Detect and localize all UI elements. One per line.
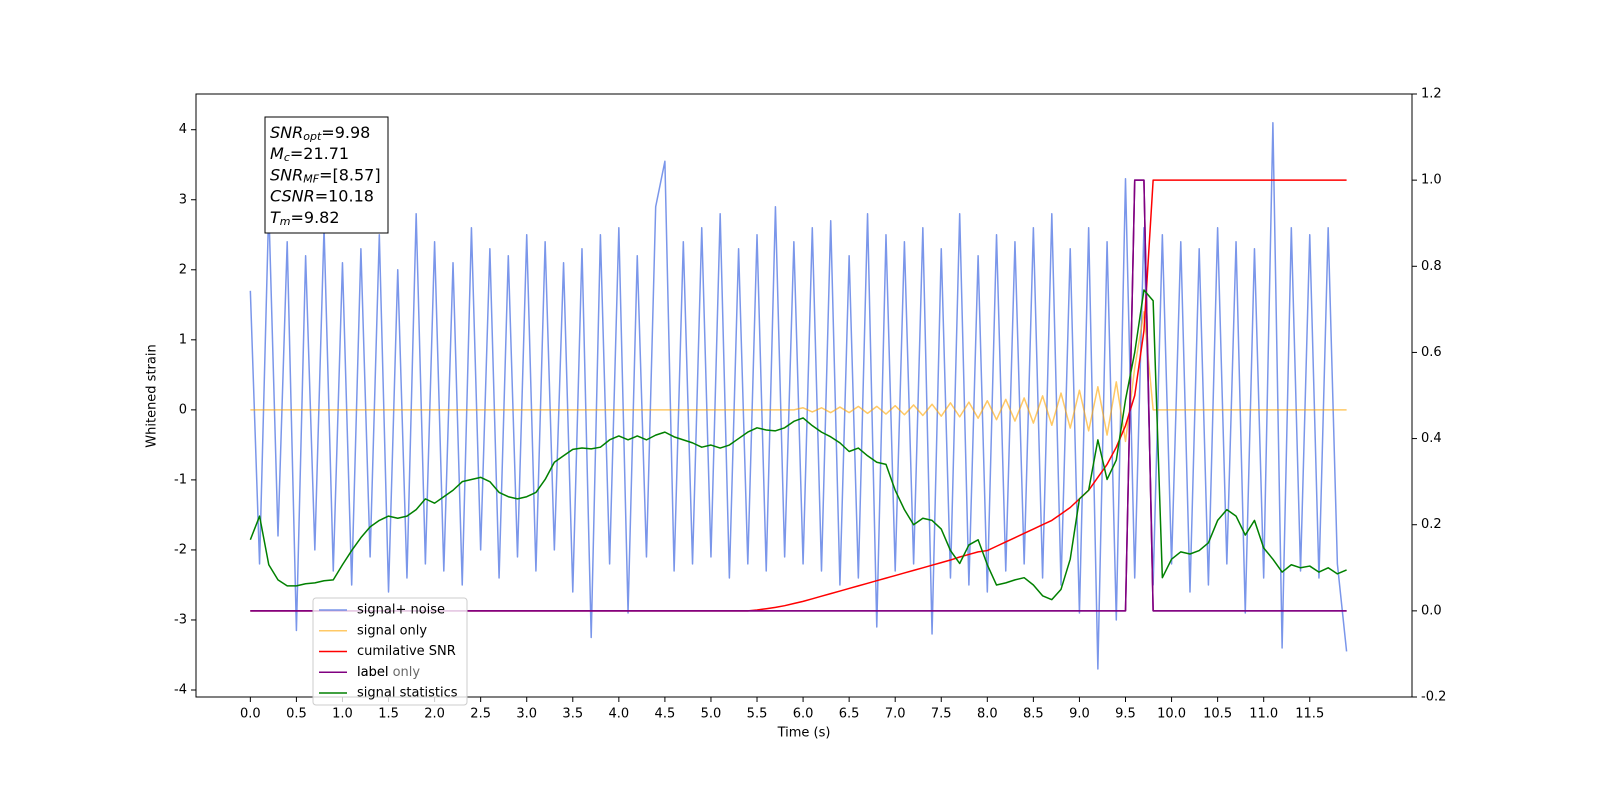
annotation-name: SNR: [270, 123, 303, 142]
y2-tick-label: 0.2: [1421, 517, 1442, 532]
x-tick-label: 7.5: [931, 707, 952, 722]
y-axis-label: Whitened strain: [145, 344, 160, 447]
y-tick-label: 1: [179, 332, 187, 347]
annotation-subscript: opt: [303, 130, 322, 143]
x-tick-label: 7.0: [885, 707, 906, 722]
x-tick-label: 9.0: [1069, 707, 1090, 722]
y2-tick-label: 0.0: [1421, 603, 1442, 618]
x-tick-label: 5.5: [747, 707, 768, 722]
x-tick-label: 1.5: [378, 707, 399, 722]
annotation-value: =21.71: [290, 144, 349, 163]
annotation-frame: [264, 116, 389, 234]
y-tick-label: -2: [174, 542, 187, 557]
annotation-subscript: m: [280, 215, 291, 228]
legend-frame: [312, 597, 468, 706]
annotation-line: Tm=9.82: [270, 207, 340, 228]
y2-tick-label: 1.2: [1421, 87, 1442, 102]
y2-tick-label: -0.2: [1421, 690, 1446, 705]
y-tick-label: -1: [174, 472, 187, 487]
x-tick-label: 8.0: [977, 707, 998, 722]
x-tick-label: 1.0: [332, 707, 353, 722]
annotation-name: SNR: [270, 165, 303, 184]
x-tick-label: 11.0: [1249, 707, 1278, 722]
plot-frame: [195, 93, 1413, 698]
annotation-line: Mc=21.71: [270, 144, 349, 165]
y-tick-label: 0: [179, 402, 187, 417]
annotation-value: =9.98: [321, 123, 370, 142]
x-tick-label: 2.5: [470, 707, 491, 722]
series-line: [250, 311, 1347, 443]
x-tick-label: 10.0: [1157, 707, 1186, 722]
annotation-box: SNRopt=9.98Mc=21.71SNRMF=[8.57]CSNR=10.1…: [264, 116, 389, 234]
x-axis-label: Time (s): [777, 726, 831, 741]
x-tick-label: 2.0: [424, 707, 445, 722]
annotation-line: CSNR=10.18: [270, 186, 374, 205]
y2-tick-label: 1.0: [1421, 173, 1442, 188]
annotation-subscript: MF: [303, 172, 319, 185]
legend-label: label only: [357, 665, 420, 680]
annotation-value: =10.18: [315, 186, 374, 205]
y-tick-label: 3: [179, 192, 187, 207]
annotation-subscript: c: [284, 151, 290, 164]
x-tick-label: 4.5: [655, 707, 676, 722]
y2-tick-label: 0.8: [1421, 259, 1442, 274]
x-tick-label: 3.0: [516, 707, 537, 722]
x-tick-label: 0.5: [286, 707, 307, 722]
x-tick-label: 4.0: [608, 707, 629, 722]
x-tick-label: 9.5: [1115, 707, 1136, 722]
annotation-value: =9.82: [291, 207, 340, 226]
y-tick-label: -4: [174, 682, 187, 697]
x-tick-label: 5.0: [701, 707, 722, 722]
x-tick-label: 8.5: [1023, 707, 1044, 722]
annotation-name: CSNR: [270, 186, 315, 205]
series-line: [249, 121, 1348, 670]
series-line: [249, 289, 1347, 601]
legend: signal+ noise signal only cumilative SNR la…: [312, 597, 468, 706]
annotation-value: =[8.57]: [319, 165, 381, 184]
x-tick-label: 3.5: [562, 707, 583, 722]
y2-tick-label: 0.6: [1421, 345, 1442, 360]
x-tick-label: 6.5: [839, 707, 860, 722]
legend-label: label: [357, 665, 388, 680]
x-tick-label: 11.5: [1295, 707, 1324, 722]
annotation-line: SNRopt=9.98: [270, 123, 370, 144]
x-tick-label: 6.0: [793, 707, 814, 722]
legend-label: signal+ noise: [357, 603, 445, 618]
x-tick-label: 10.5: [1203, 707, 1232, 722]
x-tick-label: 0.0: [240, 707, 261, 722]
annotation-line: SNRMF=[8.57]: [270, 165, 381, 186]
annotation-name: T: [270, 207, 281, 226]
annotation-name: M: [270, 144, 284, 163]
y-tick-label: 4: [179, 122, 187, 137]
y-tick-label: -3: [174, 612, 187, 627]
legend-label: signal statistics: [357, 686, 458, 701]
y-tick-label: 2: [179, 262, 187, 277]
y2-tick-label: 0.4: [1421, 431, 1442, 446]
legend-label: cumilative SNR: [357, 644, 456, 659]
legend-label: signal only: [357, 623, 427, 638]
